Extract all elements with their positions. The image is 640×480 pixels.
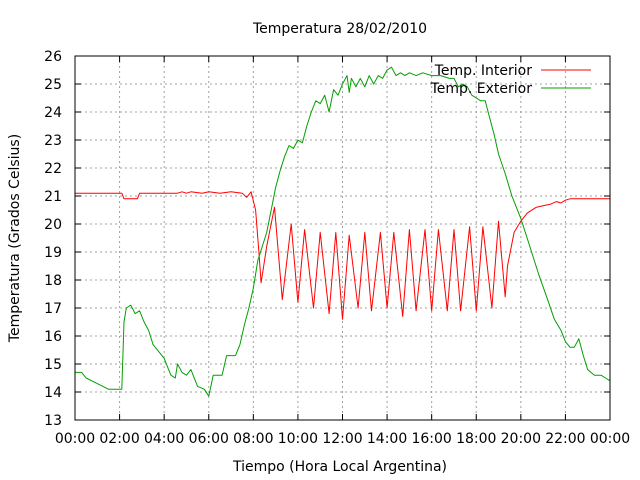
series-line-interior xyxy=(75,191,610,320)
y-tick-label: 19 xyxy=(44,245,62,261)
x-tick-labels: 00:00 02:00 04:00 06:00 08:00 10:00 12:00 14:00… xyxy=(55,431,630,447)
x-tick-label: 02:00 xyxy=(99,431,139,447)
y-tick-label: 24 xyxy=(44,105,62,121)
legend: Temp. Interior Temp. Exterior xyxy=(430,63,591,97)
x-tick-label: 16:00 xyxy=(411,431,451,447)
y-tick-label: 25 xyxy=(44,77,62,93)
y-tick-label: 26 xyxy=(44,49,62,65)
x-tick-label: 12:00 xyxy=(322,431,362,447)
x-tick-label: 00:00 xyxy=(55,431,95,447)
x-tick-label: 20:00 xyxy=(501,431,541,447)
x-tick-label: 18:00 xyxy=(456,431,496,447)
series-layer xyxy=(75,66,611,397)
y-tick-labels: 13 14 15 16 17 18 19 20 21 22 23 24 25 26 xyxy=(44,49,62,429)
y-axis-label: Temperatura (Grados Celsius) xyxy=(7,134,23,343)
x-tick-label: 08:00 xyxy=(233,431,273,447)
x-axis-label: Tiempo (Hora Local Argentina) xyxy=(232,459,447,475)
y-tick-label: 22 xyxy=(44,161,62,177)
y-tick-label: 23 xyxy=(44,133,62,149)
grid xyxy=(75,56,610,420)
x-tick-label: 06:00 xyxy=(189,431,229,447)
x-tick-label: 14:00 xyxy=(367,431,407,447)
y-tick-label: 21 xyxy=(44,189,62,205)
legend-label-exterior: Temp. Exterior xyxy=(430,81,533,97)
x-tick-label: 04:00 xyxy=(144,431,184,447)
series-line-exterior xyxy=(75,66,611,397)
y-tick-label: 16 xyxy=(44,329,62,345)
y-tick-label: 13 xyxy=(44,413,62,429)
legend-label-interior: Temp. Interior xyxy=(434,63,533,79)
tick-marks xyxy=(74,55,611,421)
x-tick-label: 10:00 xyxy=(278,431,318,447)
y-tick-label: 18 xyxy=(44,273,62,289)
y-tick-label: 20 xyxy=(44,217,62,233)
chart-title: Temperatura 28/02/2010 xyxy=(252,21,427,37)
y-tick-label: 15 xyxy=(44,357,62,373)
y-tick-label: 17 xyxy=(44,301,62,317)
x-tick-label: 22:00 xyxy=(545,431,585,447)
y-tick-label: 14 xyxy=(44,385,62,401)
x-tick-label: 00:00 xyxy=(590,431,630,447)
